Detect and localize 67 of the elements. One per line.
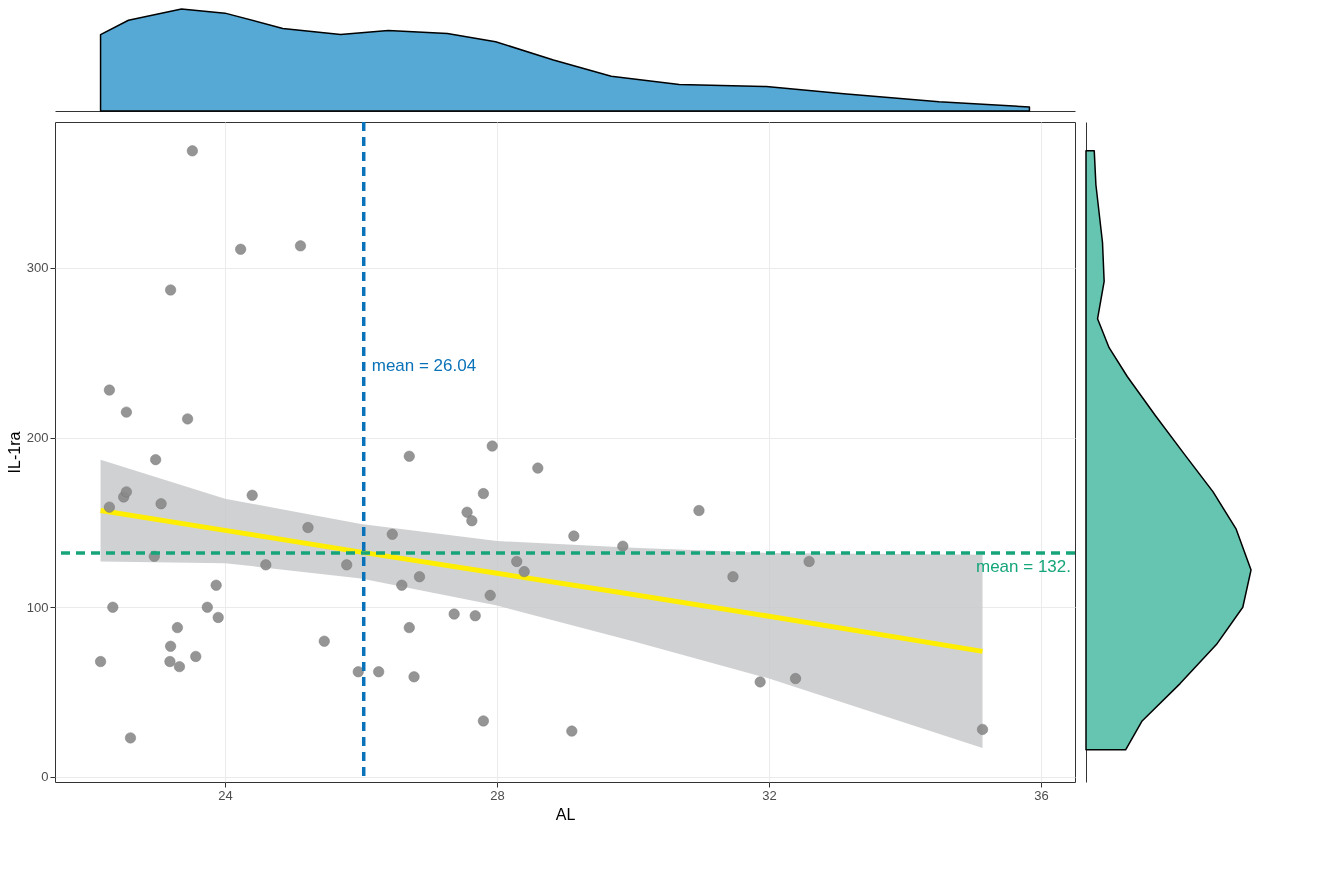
point xyxy=(448,608,460,620)
x-tick-label: 32 xyxy=(762,787,777,803)
point xyxy=(182,413,194,425)
point xyxy=(532,462,544,474)
point xyxy=(803,555,815,567)
point xyxy=(484,589,496,601)
point xyxy=(190,650,202,662)
point xyxy=(754,676,766,688)
y-tick-label: 200 xyxy=(26,430,49,446)
point xyxy=(120,486,132,498)
point xyxy=(173,661,185,673)
point xyxy=(352,666,364,678)
point xyxy=(518,566,530,578)
point xyxy=(164,656,176,668)
point xyxy=(294,240,306,252)
point xyxy=(186,145,198,157)
point xyxy=(477,488,489,500)
point xyxy=(461,506,473,518)
point xyxy=(486,440,498,452)
point xyxy=(260,559,272,571)
y-tick-label: 100 xyxy=(26,599,49,615)
point xyxy=(165,640,177,652)
point xyxy=(120,406,132,418)
point xyxy=(103,501,115,513)
point xyxy=(246,489,258,501)
y-tick-label: 0 xyxy=(41,769,49,785)
point xyxy=(693,505,705,517)
point xyxy=(790,673,802,684)
point xyxy=(386,528,398,540)
point xyxy=(171,622,183,634)
point xyxy=(124,732,136,744)
point xyxy=(235,243,247,255)
point xyxy=(165,284,177,296)
point xyxy=(107,601,119,613)
point xyxy=(302,522,314,533)
point xyxy=(617,540,629,552)
point xyxy=(212,611,224,623)
point xyxy=(95,656,107,668)
point xyxy=(403,622,415,634)
point xyxy=(150,454,162,466)
point xyxy=(566,725,578,737)
point xyxy=(318,635,330,647)
y-tick-label: 300 xyxy=(26,260,49,276)
point xyxy=(469,610,481,622)
point xyxy=(103,384,115,396)
point xyxy=(727,571,739,583)
ref-line-label: mean = 132. xyxy=(976,556,1071,576)
point xyxy=(396,579,408,591)
ref-line-label: mean = 26.04 xyxy=(371,356,477,376)
y-axis-title: IL-1ra xyxy=(5,431,23,474)
x-tick-label: 28 xyxy=(490,787,505,803)
point xyxy=(403,450,415,462)
point xyxy=(373,666,385,678)
point xyxy=(413,571,425,583)
point xyxy=(977,723,989,735)
point xyxy=(201,601,213,613)
point xyxy=(155,498,167,510)
point xyxy=(210,579,222,591)
point xyxy=(466,515,478,527)
point xyxy=(568,530,580,542)
x-tick-label: 24 xyxy=(218,787,233,803)
point xyxy=(341,559,353,571)
x-tick-label: 36 xyxy=(1034,787,1049,803)
point xyxy=(477,715,489,727)
point xyxy=(408,671,420,683)
x-axis-title: AL xyxy=(555,805,576,823)
point xyxy=(511,555,523,567)
